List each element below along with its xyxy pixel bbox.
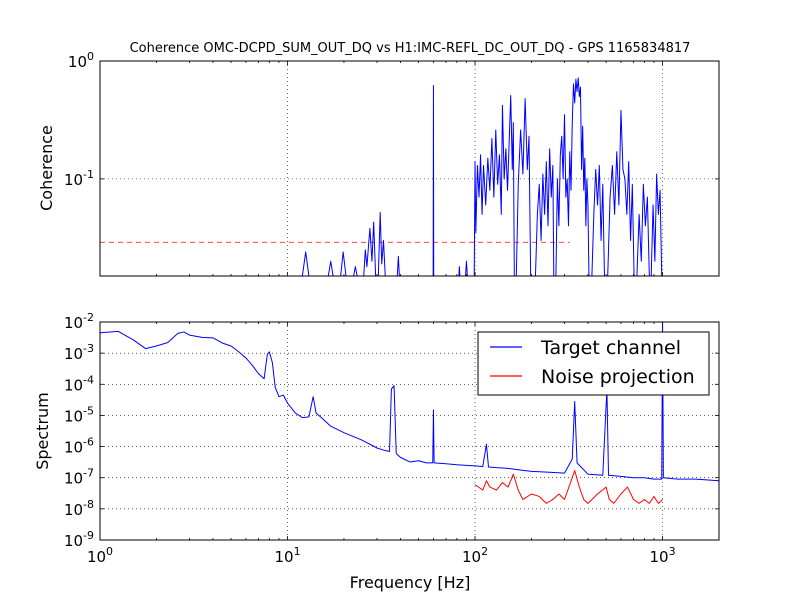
plot-frame [99, 321, 720, 541]
legend: Target channel Noise projection [477, 331, 710, 396]
y-tick-label: 10-1 [64, 168, 94, 189]
series-line-1-1 [474, 470, 663, 504]
series-line-1-0 [100, 322, 719, 482]
x-tick-label: 102 [462, 545, 488, 566]
y-tick-label: 10-4 [64, 373, 94, 394]
legend-label-noise: Noise projection [541, 366, 695, 388]
x-tick-label: 101 [274, 545, 300, 566]
legend-frame [477, 331, 710, 396]
y-tick-label: 10-6 [64, 436, 94, 457]
x-axis-label: Frequency [Hz] [350, 573, 471, 592]
legend-label-target: Target channel [540, 337, 681, 359]
y-tick-label: 10-3 [64, 342, 94, 363]
top-y-axis-label: Coherence [37, 125, 56, 211]
plot-frame [99, 60, 720, 277]
y-tick-label: 10-8 [64, 498, 94, 519]
top-coherence-plot: 100 10-1 [64, 50, 720, 277]
y-tick-label: 10-9 [64, 529, 94, 550]
y-tick-label: 100 [68, 50, 94, 71]
series-line-0-0 [301, 77, 664, 276]
y-tick-label: 10-2 [64, 311, 94, 332]
top-chart-title: Coherence OMC-DCPD_SUM_OUT_DQ vs H1:IMC-… [130, 41, 691, 56]
bottom-y-axis-label: Spectrum [33, 392, 52, 470]
x-tick-label: 103 [650, 545, 676, 566]
x-tick-label: 100 [87, 545, 113, 566]
y-tick-label: 10-7 [64, 467, 94, 488]
y-tick-label: 10-5 [64, 404, 94, 425]
